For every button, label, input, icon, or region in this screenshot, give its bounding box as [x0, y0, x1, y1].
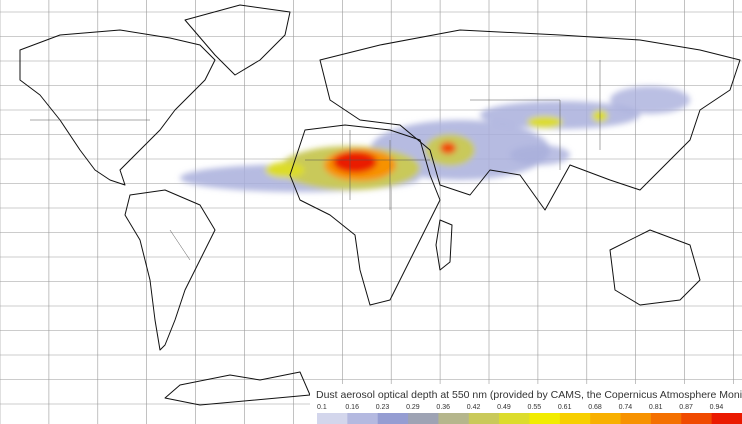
colorbar-label: 0.94	[710, 404, 724, 411]
colorbar-segment	[499, 413, 530, 424]
colorbar-label: 0.29	[406, 404, 420, 411]
colorbar-segment	[347, 413, 379, 424]
colorbar-segment	[438, 413, 470, 424]
colorbar-label: 0.49	[497, 404, 511, 411]
colorbar-label: 0.42	[467, 404, 481, 411]
colorbar-segment	[529, 413, 561, 424]
colorbar-segment	[559, 413, 591, 424]
colorbar-segment	[408, 413, 439, 424]
colorbar-segment	[377, 413, 409, 424]
colorbar-segment	[590, 413, 622, 424]
colorbar-label: 0.61	[558, 404, 572, 411]
colorbar: 0.1 0.16 0.23 0.29 0.36 0.42 0.49 0.55 0.61 0.68 0…	[317, 404, 742, 424]
coastlines	[19, 4, 741, 406]
colorbar-label: 0.81	[649, 404, 663, 411]
colorbar-label: 0.1	[317, 404, 327, 411]
colorbar-label: 0.23	[376, 404, 390, 411]
colorbar-label: 0.74	[619, 404, 633, 411]
colorbar-label: 0.55	[528, 404, 542, 411]
colorbar-label: 0.87	[679, 404, 693, 411]
colorbar-label: 0.36	[436, 404, 450, 411]
legend-title: Dust aerosol optical depth at 550 nm (pr…	[316, 389, 742, 401]
colorbar-segment	[317, 413, 348, 424]
colorbar-segment	[650, 413, 682, 424]
colorbar-segment	[711, 413, 742, 424]
colorbar-segment	[620, 413, 652, 424]
country-borders	[30, 60, 601, 261]
colorbar-label: 0.68	[588, 404, 602, 411]
colorbar-label: 0.16	[345, 404, 359, 411]
dust-field	[180, 86, 690, 192]
colorbar-segment	[681, 413, 713, 424]
colorbar-segment	[468, 413, 500, 424]
